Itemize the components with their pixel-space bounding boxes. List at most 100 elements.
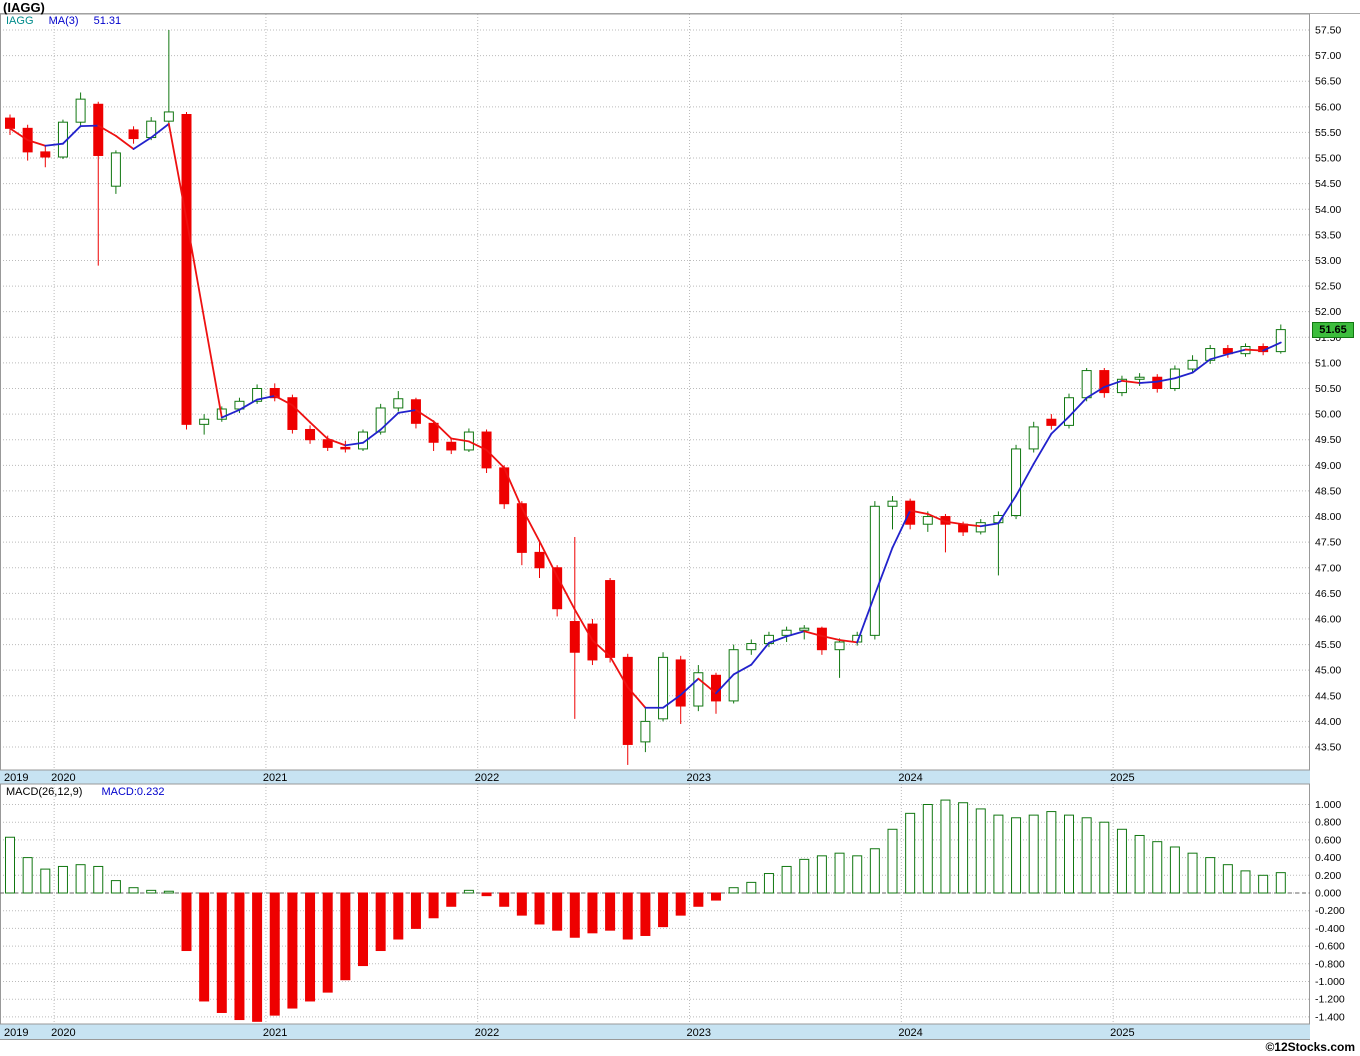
candle-body (1081, 370, 1092, 399)
panel-borders (0, 13, 1360, 1040)
ma-segment (62, 125, 82, 145)
ma-segment (1103, 379, 1123, 388)
macd-panel-border (0, 783, 1310, 1025)
candle-body (287, 397, 298, 430)
candle-body (711, 674, 721, 702)
ma-segment (538, 540, 559, 578)
macd-tick-label: -1.400 (1315, 1011, 1345, 1023)
year-label: 2024 (898, 1027, 922, 1039)
ma-segment (185, 218, 206, 320)
page-title: (IAGG) (3, 0, 45, 15)
year-label: 2023 (687, 772, 711, 784)
macd-bar (1169, 846, 1180, 894)
year-label: 2021 (263, 772, 287, 784)
candle-body (375, 407, 386, 433)
ma-segment (573, 608, 594, 642)
macd-bar (975, 808, 986, 894)
price-tick-label: 45.50 (1315, 639, 1341, 651)
candle-body (1099, 370, 1110, 394)
macd-bar (181, 892, 192, 952)
price-tick-label: 50.00 (1315, 409, 1341, 421)
macd-tick-label: -1.000 (1315, 976, 1345, 988)
ma-segment (379, 412, 400, 431)
candle-body (887, 500, 898, 507)
macd-bar (852, 855, 863, 894)
main-panel-border (0, 13, 1310, 771)
ma-segment (397, 409, 417, 414)
macd-bar (605, 892, 616, 931)
macd-bar (216, 892, 227, 1013)
macd-tick-label: -0.400 (1315, 923, 1345, 935)
ma-segment (803, 630, 823, 637)
ma-segment (9, 127, 29, 142)
ma-value: 51.31 (93, 15, 122, 27)
candle-body (587, 623, 598, 661)
ma-segment (1191, 358, 1212, 374)
ma-segment (326, 437, 347, 447)
macd-params-label: MACD(26,12,9) (6, 786, 83, 798)
macd-bar (746, 881, 757, 894)
candle-body (905, 500, 916, 525)
macd-bar (1258, 874, 1269, 894)
year-label: 2025 (1110, 1027, 1134, 1039)
macd-bar (110, 880, 121, 894)
ma-segment (132, 136, 153, 150)
ma-segment (821, 635, 841, 641)
macd-bar (358, 892, 368, 967)
macd-bar (446, 892, 457, 907)
price-tick-label: 57.00 (1315, 50, 1341, 62)
candle-body (1187, 359, 1198, 370)
macd-bar (128, 887, 139, 894)
price-tick-label: 43.50 (1315, 742, 1341, 754)
ma-segment (256, 394, 276, 401)
ma-segment (238, 398, 259, 411)
ma-segment (1032, 432, 1053, 465)
year-label: 2025 (1110, 772, 1134, 784)
candle-body (605, 580, 616, 658)
candle-body (834, 641, 845, 651)
price-tick-label: 54.50 (1315, 178, 1341, 190)
candle-body (340, 446, 351, 450)
ma-segment (609, 655, 629, 689)
macd-bar (799, 858, 810, 894)
candle-body (128, 129, 139, 140)
axis-strips (0, 770, 1310, 1040)
macd-bar (569, 892, 580, 938)
price-tick-label: 53.00 (1315, 255, 1341, 267)
ma-segment (1244, 348, 1265, 352)
year-label: 2022 (475, 772, 499, 784)
price-tick-label: 44.50 (1315, 690, 1341, 702)
ma-segment (926, 513, 947, 523)
ma-segment (1068, 396, 1088, 418)
price-tick-label: 45.00 (1315, 665, 1341, 677)
macd-bar (269, 892, 280, 1016)
ma-segment (432, 420, 453, 440)
macd-bar (516, 892, 527, 916)
macd-bar (1099, 821, 1110, 894)
macd-bar (22, 857, 33, 894)
macd-bar (1046, 811, 1057, 894)
price-tick-label: 51.00 (1315, 357, 1341, 369)
price-tick-label: 52.00 (1315, 306, 1341, 318)
candle-body (163, 111, 174, 122)
candle-body (1011, 448, 1022, 517)
candle-body (869, 505, 880, 636)
candle-body (534, 551, 545, 569)
ma-segment (167, 122, 188, 221)
price-tick-label: 50.50 (1315, 383, 1341, 395)
macd-bar (958, 802, 969, 894)
macd-bar (410, 892, 421, 929)
candle-body (640, 720, 651, 743)
price-tick-label: 56.00 (1315, 101, 1341, 113)
macd-bar (305, 892, 316, 1002)
price-tick-label: 52.50 (1315, 281, 1341, 293)
ma-segment (273, 394, 294, 407)
ma-segment (485, 449, 506, 469)
ma-segment (503, 466, 523, 509)
candle-body (1028, 426, 1039, 450)
ma-segment (291, 404, 311, 424)
ma-segment (750, 641, 770, 666)
ma-segment (115, 134, 135, 150)
candle-body (622, 656, 633, 745)
